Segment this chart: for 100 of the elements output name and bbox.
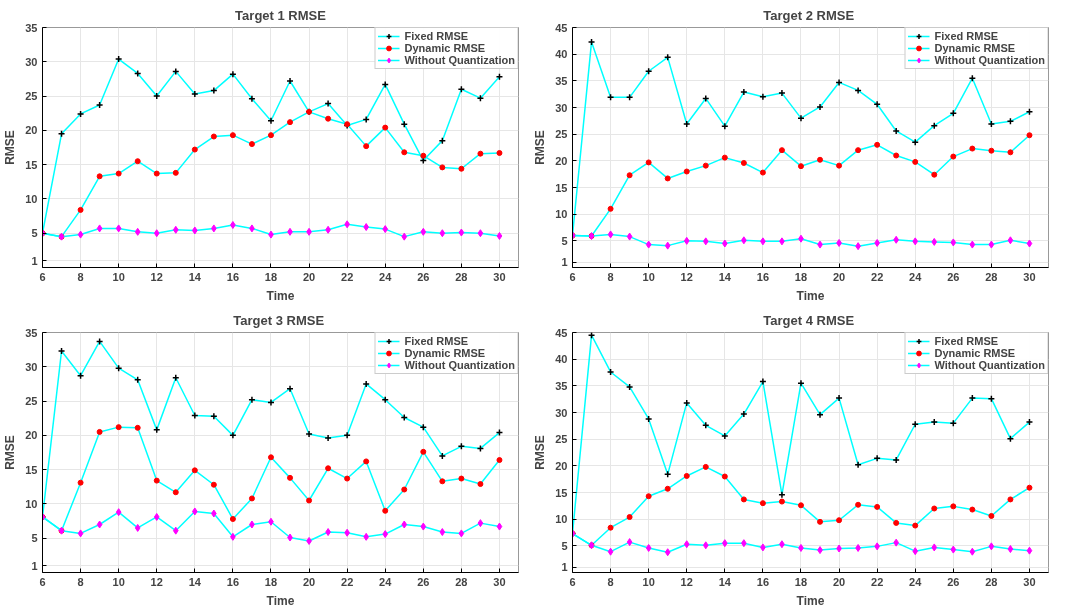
y-tick-label: 35	[25, 326, 38, 339]
x-tick-label: 14	[188, 575, 202, 588]
y-tick-label: 30	[555, 101, 568, 114]
x-tick-label: 18	[264, 575, 278, 588]
legend-label: Dynamic RMSE	[934, 42, 1016, 54]
chart-title: Target 3 RMSE	[233, 312, 325, 328]
x-tick-label: 10	[642, 270, 655, 283]
y-tick-label: 5	[561, 539, 568, 552]
legend-label: Without Quantization	[934, 359, 1045, 371]
x-tick-label: 30	[1023, 270, 1036, 283]
y-tick-label: 15	[555, 486, 568, 499]
x-tick-label: 16	[226, 575, 240, 588]
x-tick-label: 18	[794, 270, 808, 283]
y-tick-label: 25	[25, 90, 38, 103]
y-tick-label: 25	[555, 128, 568, 141]
legend-label: Dynamic RMSE	[404, 42, 486, 54]
x-tick-label: 8	[77, 575, 84, 588]
y-tick-label: 25	[555, 433, 568, 446]
y-tick-label: 1	[31, 559, 38, 572]
chart-title: Target 1 RMSE	[235, 7, 327, 23]
x-tick-label: 22	[871, 575, 884, 588]
y-tick-label: 45	[555, 326, 568, 339]
y-tick-label: 25	[25, 395, 38, 408]
legend-label: Fixed RMSE	[934, 335, 999, 347]
x-tick-label: 26	[417, 270, 430, 283]
y-tick-label: 1	[31, 254, 38, 267]
y-axis-title: RMSE	[533, 130, 548, 165]
x-tick-label: 18	[264, 270, 278, 283]
x-tick-label: 6	[569, 575, 576, 588]
x-tick-label: 22	[871, 270, 884, 283]
y-tick-label: 20	[25, 124, 38, 137]
x-tick-label: 30	[493, 575, 506, 588]
x-tick-label: 20	[832, 575, 846, 588]
x-tick-label: 30	[493, 270, 506, 283]
x-tick-label: 8	[77, 270, 84, 283]
y-tick-label: 15	[25, 463, 38, 476]
x-tick-label: 24	[379, 270, 393, 283]
y-tick-label: 1	[561, 561, 568, 574]
y-tick-label: 5	[31, 532, 38, 545]
x-axis-title: Time	[796, 593, 825, 608]
x-tick-label: 6	[39, 575, 46, 588]
x-tick-label: 28	[985, 575, 998, 588]
x-tick-label: 10	[112, 270, 125, 283]
y-tick-label: 20	[25, 429, 38, 442]
y-tick-label: 40	[555, 48, 568, 61]
y-tick-label: 20	[555, 459, 568, 472]
chart-title: Target 4 RMSE	[763, 312, 855, 328]
legend-label: Dynamic RMSE	[404, 347, 486, 359]
x-tick-label: 26	[417, 575, 430, 588]
x-tick-label: 28	[985, 270, 998, 283]
x-tick-label: 6	[39, 270, 46, 283]
x-tick-label: 20	[302, 270, 316, 283]
x-tick-label: 12	[150, 575, 163, 588]
legend-label: Fixed RMSE	[934, 30, 999, 42]
y-tick-label: 30	[25, 360, 38, 373]
y-axis-title: RMSE	[3, 130, 18, 165]
x-tick-label: 20	[832, 270, 846, 283]
y-tick-label: 45	[555, 21, 568, 34]
legend-label: Without Quantization	[934, 54, 1045, 66]
x-tick-label: 14	[718, 575, 732, 588]
x-tick-label: 14	[188, 270, 202, 283]
x-tick-label: 6	[569, 270, 576, 283]
legend-label: Dynamic RMSE	[934, 347, 1016, 359]
x-tick-label: 24	[909, 270, 923, 283]
y-tick-label: 10	[555, 208, 568, 221]
y-tick-label: 30	[25, 55, 38, 68]
x-tick-label: 28	[455, 270, 468, 283]
y-tick-label: 15	[25, 158, 38, 171]
x-axis-title: Time	[266, 288, 295, 303]
y-tick-label: 5	[561, 234, 568, 247]
x-tick-label: 22	[341, 270, 354, 283]
y-tick-label: 35	[555, 379, 568, 392]
x-tick-label: 24	[379, 575, 393, 588]
y-tick-label: 30	[555, 406, 568, 419]
x-tick-label: 12	[680, 270, 693, 283]
y-tick-label: 5	[31, 227, 38, 240]
y-axis-title: RMSE	[3, 435, 18, 470]
x-tick-label: 26	[947, 575, 960, 588]
y-tick-label: 1	[561, 256, 568, 269]
chart-title: Target 2 RMSE	[763, 7, 855, 23]
x-axis-title: Time	[796, 288, 825, 303]
x-tick-label: 24	[909, 575, 923, 588]
y-tick-label: 35	[25, 21, 38, 34]
legend-label: Fixed RMSE	[404, 335, 469, 347]
x-tick-label: 10	[112, 575, 125, 588]
x-tick-label: 8	[607, 270, 614, 283]
legend-label: Without Quantization	[404, 359, 515, 371]
legend-label: Fixed RMSE	[404, 30, 469, 42]
x-tick-label: 14	[718, 270, 732, 283]
x-tick-label: 16	[756, 270, 770, 283]
x-axis-title: Time	[266, 593, 295, 608]
x-tick-label: 26	[947, 270, 960, 283]
x-tick-label: 22	[341, 575, 354, 588]
x-tick-label: 20	[302, 575, 316, 588]
x-tick-label: 16	[756, 575, 770, 588]
y-axis-title: RMSE	[533, 435, 548, 470]
x-tick-label: 8	[607, 575, 614, 588]
x-tick-label: 28	[455, 575, 468, 588]
x-tick-label: 30	[1023, 575, 1036, 588]
x-tick-label: 10	[642, 575, 655, 588]
